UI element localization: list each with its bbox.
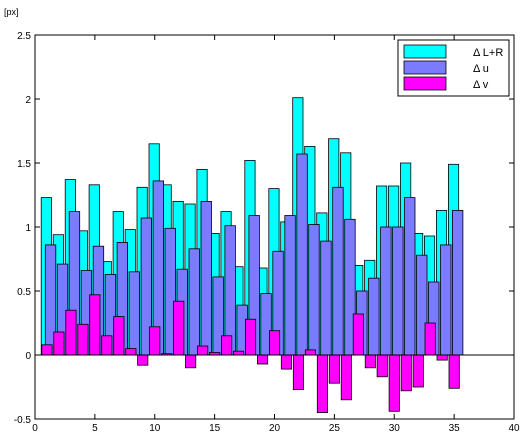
bar-delta-u [188,248,200,356]
y-tick-label: 0.5 [17,287,31,298]
bar-delta-v [137,354,149,366]
bar-delta-v [185,354,197,369]
bar-delta-v [388,354,400,412]
bar-delta-v [173,300,185,356]
bar-delta-v [149,326,161,356]
x-tick-label: 10 [149,423,161,434]
y-tick-label: 1 [25,223,31,234]
bar-delta-v [412,354,424,388]
legend-label: Δ u [473,63,489,75]
bar-delta-v [340,354,352,401]
bar-delta-v [125,348,137,356]
bar-delta-v [352,313,364,356]
x-tick-label: 5 [92,423,98,434]
bar-delta-u [296,153,308,356]
x-tick-label: 0 [32,423,38,434]
bar-delta-u [320,240,332,356]
x-tick-label: 15 [209,423,221,434]
y-tick-label: 2.5 [17,31,31,42]
bar-delta-v [424,322,436,356]
bar-delta-v [316,354,328,413]
bar-delta-v [328,354,340,384]
bar-delta-v [53,331,65,356]
bar-delta-v [197,345,209,356]
bar-delta-v [268,330,281,356]
bar-delta-v [41,344,53,356]
bar-delta-v [364,354,376,369]
x-tick-label: 40 [508,423,520,434]
bar-delta-v [232,350,245,356]
x-tick-label: 20 [269,423,281,434]
bar-delta-v [436,354,448,361]
bar-delta-u [128,271,141,356]
bar-delta-u [200,200,212,356]
y-tick-label: 2 [25,95,31,106]
x-tick-label: 30 [389,423,401,434]
bar-delta-v [101,335,113,356]
legend-swatch [403,44,447,59]
bar-delta-v [77,323,89,356]
legend-label: Δ L+R [473,47,503,59]
x-tick-label: 25 [329,423,341,434]
x-tick-label: 35 [449,423,461,434]
legend-swatch [403,76,447,91]
bar-delta-u [392,226,404,356]
bar-delta-u [380,226,392,356]
y-axis: -0.5 0 0.5 1 1.5 2 2.5 [14,31,514,426]
bar-delta-u [284,215,296,356]
bar-delta-v [65,309,77,356]
bar-delta-v [376,354,388,378]
bar-delta-v [304,349,316,356]
legend: Δ L+R Δ u Δ v [397,39,510,97]
bar-delta-v [256,354,269,365]
y-tick-label: 1.5 [17,159,31,170]
bar-delta-v [292,354,304,390]
bar-delta-u [404,197,416,356]
legend-label: Δ v [473,79,489,91]
bar-delta-v [448,354,460,389]
bar-delta-v [89,294,101,356]
bar-delta-u [368,277,380,356]
bar-delta-u [308,223,320,356]
bar-delta-u [440,244,452,356]
bar-delta-v [113,316,125,356]
y-tick-label: 0 [25,351,31,362]
bar-delta-v [244,318,257,356]
bar-delta-v [400,354,412,392]
y-tick-label: -0.5 [14,415,32,426]
bar-delta-v [221,335,233,356]
x-axis: 0 5 10 15 20 25 30 35 40 [32,35,520,434]
legend-swatch [403,60,447,75]
bar-delta-u [332,186,344,356]
bar-delta-v [280,354,292,370]
y-unit-label: [px] [4,7,19,17]
bars-group [40,97,464,413]
bar-delta-u [451,209,464,356]
